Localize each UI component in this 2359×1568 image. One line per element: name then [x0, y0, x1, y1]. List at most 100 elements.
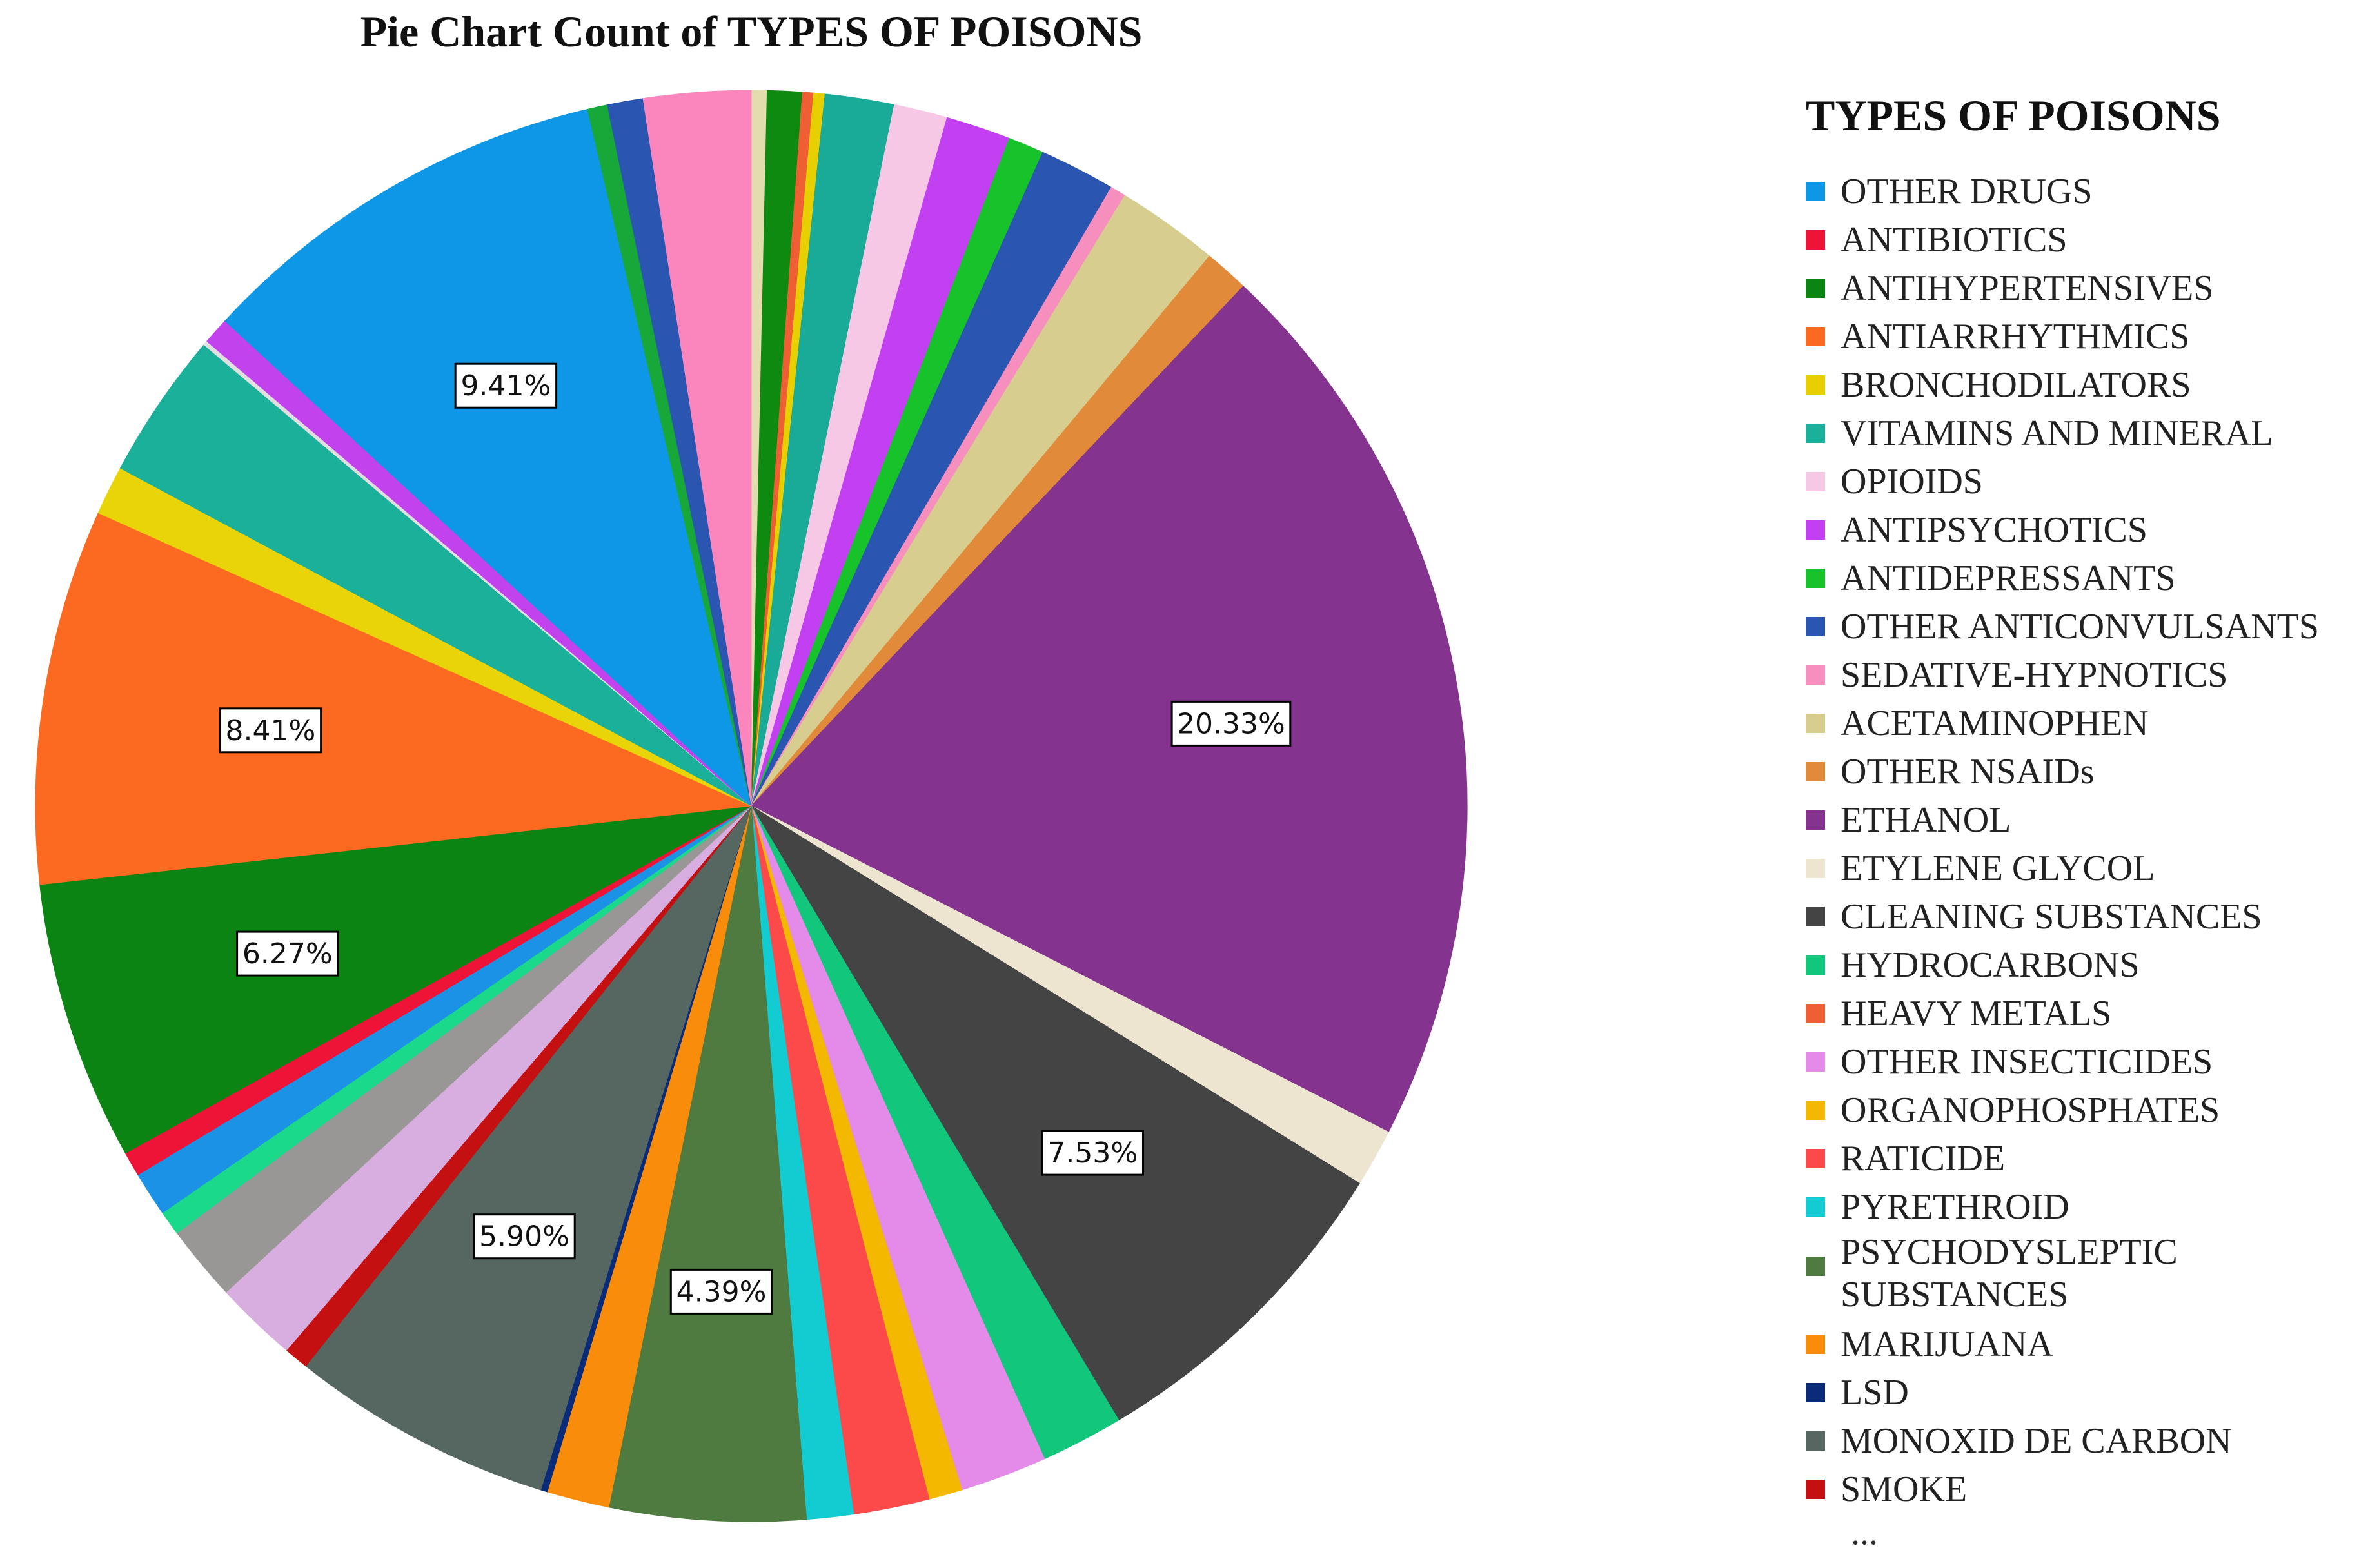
pie-slice-other-30	[39, 805, 752, 1154]
svg-text:9.41%: 9.41%	[461, 369, 551, 402]
pie-slice-psychodysleptic-substances-20	[608, 805, 807, 1522]
legend-swatch	[1806, 1148, 1825, 1168]
svg-text:5.90%: 5.90%	[479, 1220, 569, 1253]
legend-label: PSYCHODYSLEPTIC SUBSTANCES	[1841, 1232, 2178, 1315]
legend-label: OPIOIDS	[1841, 461, 1983, 502]
legend-swatch	[1806, 1197, 1825, 1217]
legend-swatch	[1806, 1257, 1825, 1276]
legend-label: PYRETHROID	[1841, 1186, 2069, 1227]
legend-label: SEDATIVE-HYPNOTICS	[1841, 654, 2228, 695]
legend-swatch	[1806, 1431, 1825, 1451]
pie-label-psychodysleptic-substances: 4.39%	[669, 1268, 773, 1315]
legend-swatch	[1806, 230, 1825, 250]
legend-swatch	[1806, 1003, 1825, 1023]
legend-item-opioids: OPIOIDS	[1806, 457, 2354, 505]
legend-item-antiarrhythmics: ANTIARRHYTHMICS	[1806, 312, 2354, 360]
pie-slice-cleaning-substances-14	[751, 805, 1360, 1421]
pie-label-cleaning-substances: 7.53%	[1041, 1130, 1144, 1176]
legend-label: VITAMINS AND MINERAL	[1841, 413, 2273, 453]
pie-slice-other-drugs-36	[224, 108, 752, 807]
legend-item-vitamins-and-mineral: VITAMINS AND MINERAL	[1806, 409, 2354, 457]
legend-more: ...	[1851, 1513, 1878, 1552]
legend-item-hydrocarbons: HYDROCARBONS	[1806, 941, 2354, 989]
legend-swatch	[1806, 181, 1825, 201]
legend: TYPES OF POISONS OTHER DRUGS ANTIBIOTICS A…	[1806, 90, 2354, 1552]
legend-label: HYDROCARBONS	[1841, 945, 2140, 985]
svg-text:6.27%: 6.27%	[242, 937, 333, 970]
legend-item-monoxid-de-carbon: MONOXID DE CARBON	[1806, 1416, 2354, 1465]
legend-item-pyrethroid: PYRETHROID	[1806, 1182, 2354, 1231]
pie-label-antiarrhythmics: 8.41%	[219, 707, 322, 754]
legend-label: RATICIDE	[1841, 1138, 2006, 1179]
legend-label: LSD	[1841, 1372, 1909, 1413]
legend-label: OTHER NSAIDs	[1841, 751, 2095, 792]
pie-label-other-drugs: 9.41%	[454, 362, 558, 409]
legend-title: TYPES OF POISONS	[1806, 91, 2221, 140]
pie-slice-monoxid-de-carbon-23	[305, 805, 752, 1491]
pie-slice-other-39	[642, 90, 752, 807]
legend-swatch	[1806, 326, 1825, 346]
legend-label: MONOXID DE CARBON	[1841, 1420, 2232, 1461]
legend-label: OTHER ANTICONVULSANTS	[1841, 606, 2319, 647]
legend-swatch	[1806, 568, 1825, 588]
legend-label: BRONCHODILATORS	[1841, 364, 2191, 405]
legend-swatch	[1806, 1052, 1825, 1072]
legend-swatch	[1806, 423, 1825, 443]
legend-label: MARIJUANA	[1841, 1324, 2053, 1364]
legend-label: OTHER DRUGS	[1841, 171, 2093, 211]
legend-swatch	[1806, 616, 1825, 636]
legend-item-psychodysleptic-substances: PSYCHODYSLEPTIC SUBSTANCES	[1806, 1231, 2354, 1320]
legend-item-smoke: SMOKE	[1806, 1465, 2354, 1513]
legend-swatch	[1806, 906, 1825, 926]
legend-item-lsd: LSD	[1806, 1368, 2354, 1416]
legend-label: ANTIBIOTICS	[1841, 219, 2068, 260]
svg-text:20.33%: 20.33%	[1177, 707, 1285, 740]
legend-label: ANTIARRHYTHMICS	[1841, 316, 2190, 357]
legend-label: ORGANOPHOSPHATES	[1841, 1090, 2220, 1130]
legend-label: SMOKE	[1841, 1469, 1968, 1509]
legend-item-other-drugs: OTHER DRUGS	[1806, 167, 2354, 215]
pie-slice-antiarrhythmics-31	[35, 512, 753, 885]
svg-text:8.41%: 8.41%	[226, 714, 316, 747]
legend-label: ETYLENE GLYCOL	[1841, 848, 2155, 888]
legend-label: HEAVY METALS	[1841, 993, 2112, 1034]
legend-swatch	[1806, 665, 1825, 685]
legend-item-organophosphates: ORGANOPHOSPHATES	[1806, 1086, 2354, 1134]
legend-swatch	[1806, 713, 1825, 733]
legend-label: ANTIHYPERTENSIVES	[1841, 268, 2214, 308]
legend-swatch	[1806, 1334, 1825, 1354]
legend-label: ANTIPSYCHOTICS	[1841, 509, 2148, 550]
legend-item-other-insecticides: OTHER INSECTICIDES	[1806, 1037, 2354, 1086]
legend-swatch	[1806, 375, 1825, 395]
pie-chart: 20.33% 7.53% 4.39% 5.90% 6.27% 8.41% 9.41%	[35, 90, 1468, 1522]
legend-label: OTHER INSECTICIDES	[1841, 1041, 2213, 1082]
pie-label-monoxid-de-carbon: 5.90%	[473, 1213, 576, 1260]
legend-swatch	[1806, 955, 1825, 975]
legend-item-antibiotics: ANTIBIOTICS	[1806, 215, 2354, 264]
legend-swatch	[1806, 1479, 1825, 1499]
legend-label: CLEANING SUBSTANCES	[1841, 896, 2262, 937]
pie-label-slice-30: 6.27%	[236, 930, 339, 977]
legend-swatch	[1806, 810, 1825, 830]
legend-item-heavy-metals: HEAVY METALS	[1806, 989, 2354, 1037]
legend-swatch	[1806, 1100, 1825, 1120]
legend-item-raticide: RATICIDE	[1806, 1134, 2354, 1182]
legend-item-antidepressants: ANTIDEPRESSANTS	[1806, 554, 2354, 602]
legend-swatch	[1806, 1382, 1825, 1402]
legend-item-bronchodilators: BRONCHODILATORS	[1806, 360, 2354, 409]
legend-label: ETHANOL	[1841, 799, 2011, 840]
legend-item-acetaminophen: ACETAMINOPHEN	[1806, 699, 2354, 747]
chart-title: Pie Chart Count of TYPES OF POISONS	[360, 7, 1143, 56]
svg-text:4.39%: 4.39%	[676, 1275, 767, 1308]
legend-label: ANTIDEPRESSANTS	[1841, 558, 2176, 598]
legend-item-etylene-glycol: ETYLENE GLYCOL	[1806, 844, 2354, 892]
legend-item-ethanol: ETHANOL	[1806, 796, 2354, 844]
legend-item-marijuana: MARIJUANA	[1806, 1320, 2354, 1368]
legend-item-sedative-hypnotics: SEDATIVE-HYPNOTICS	[1806, 651, 2354, 699]
pie-slice-ethanol-12	[751, 286, 1468, 1133]
svg-text:7.53%: 7.53%	[1047, 1137, 1138, 1170]
legend-swatch	[1806, 520, 1825, 540]
legend-swatch	[1806, 761, 1825, 781]
legend-label: ACETAMINOPHEN	[1841, 703, 2149, 743]
legend-item-other-nsaids: OTHER NSAIDs	[1806, 747, 2354, 796]
